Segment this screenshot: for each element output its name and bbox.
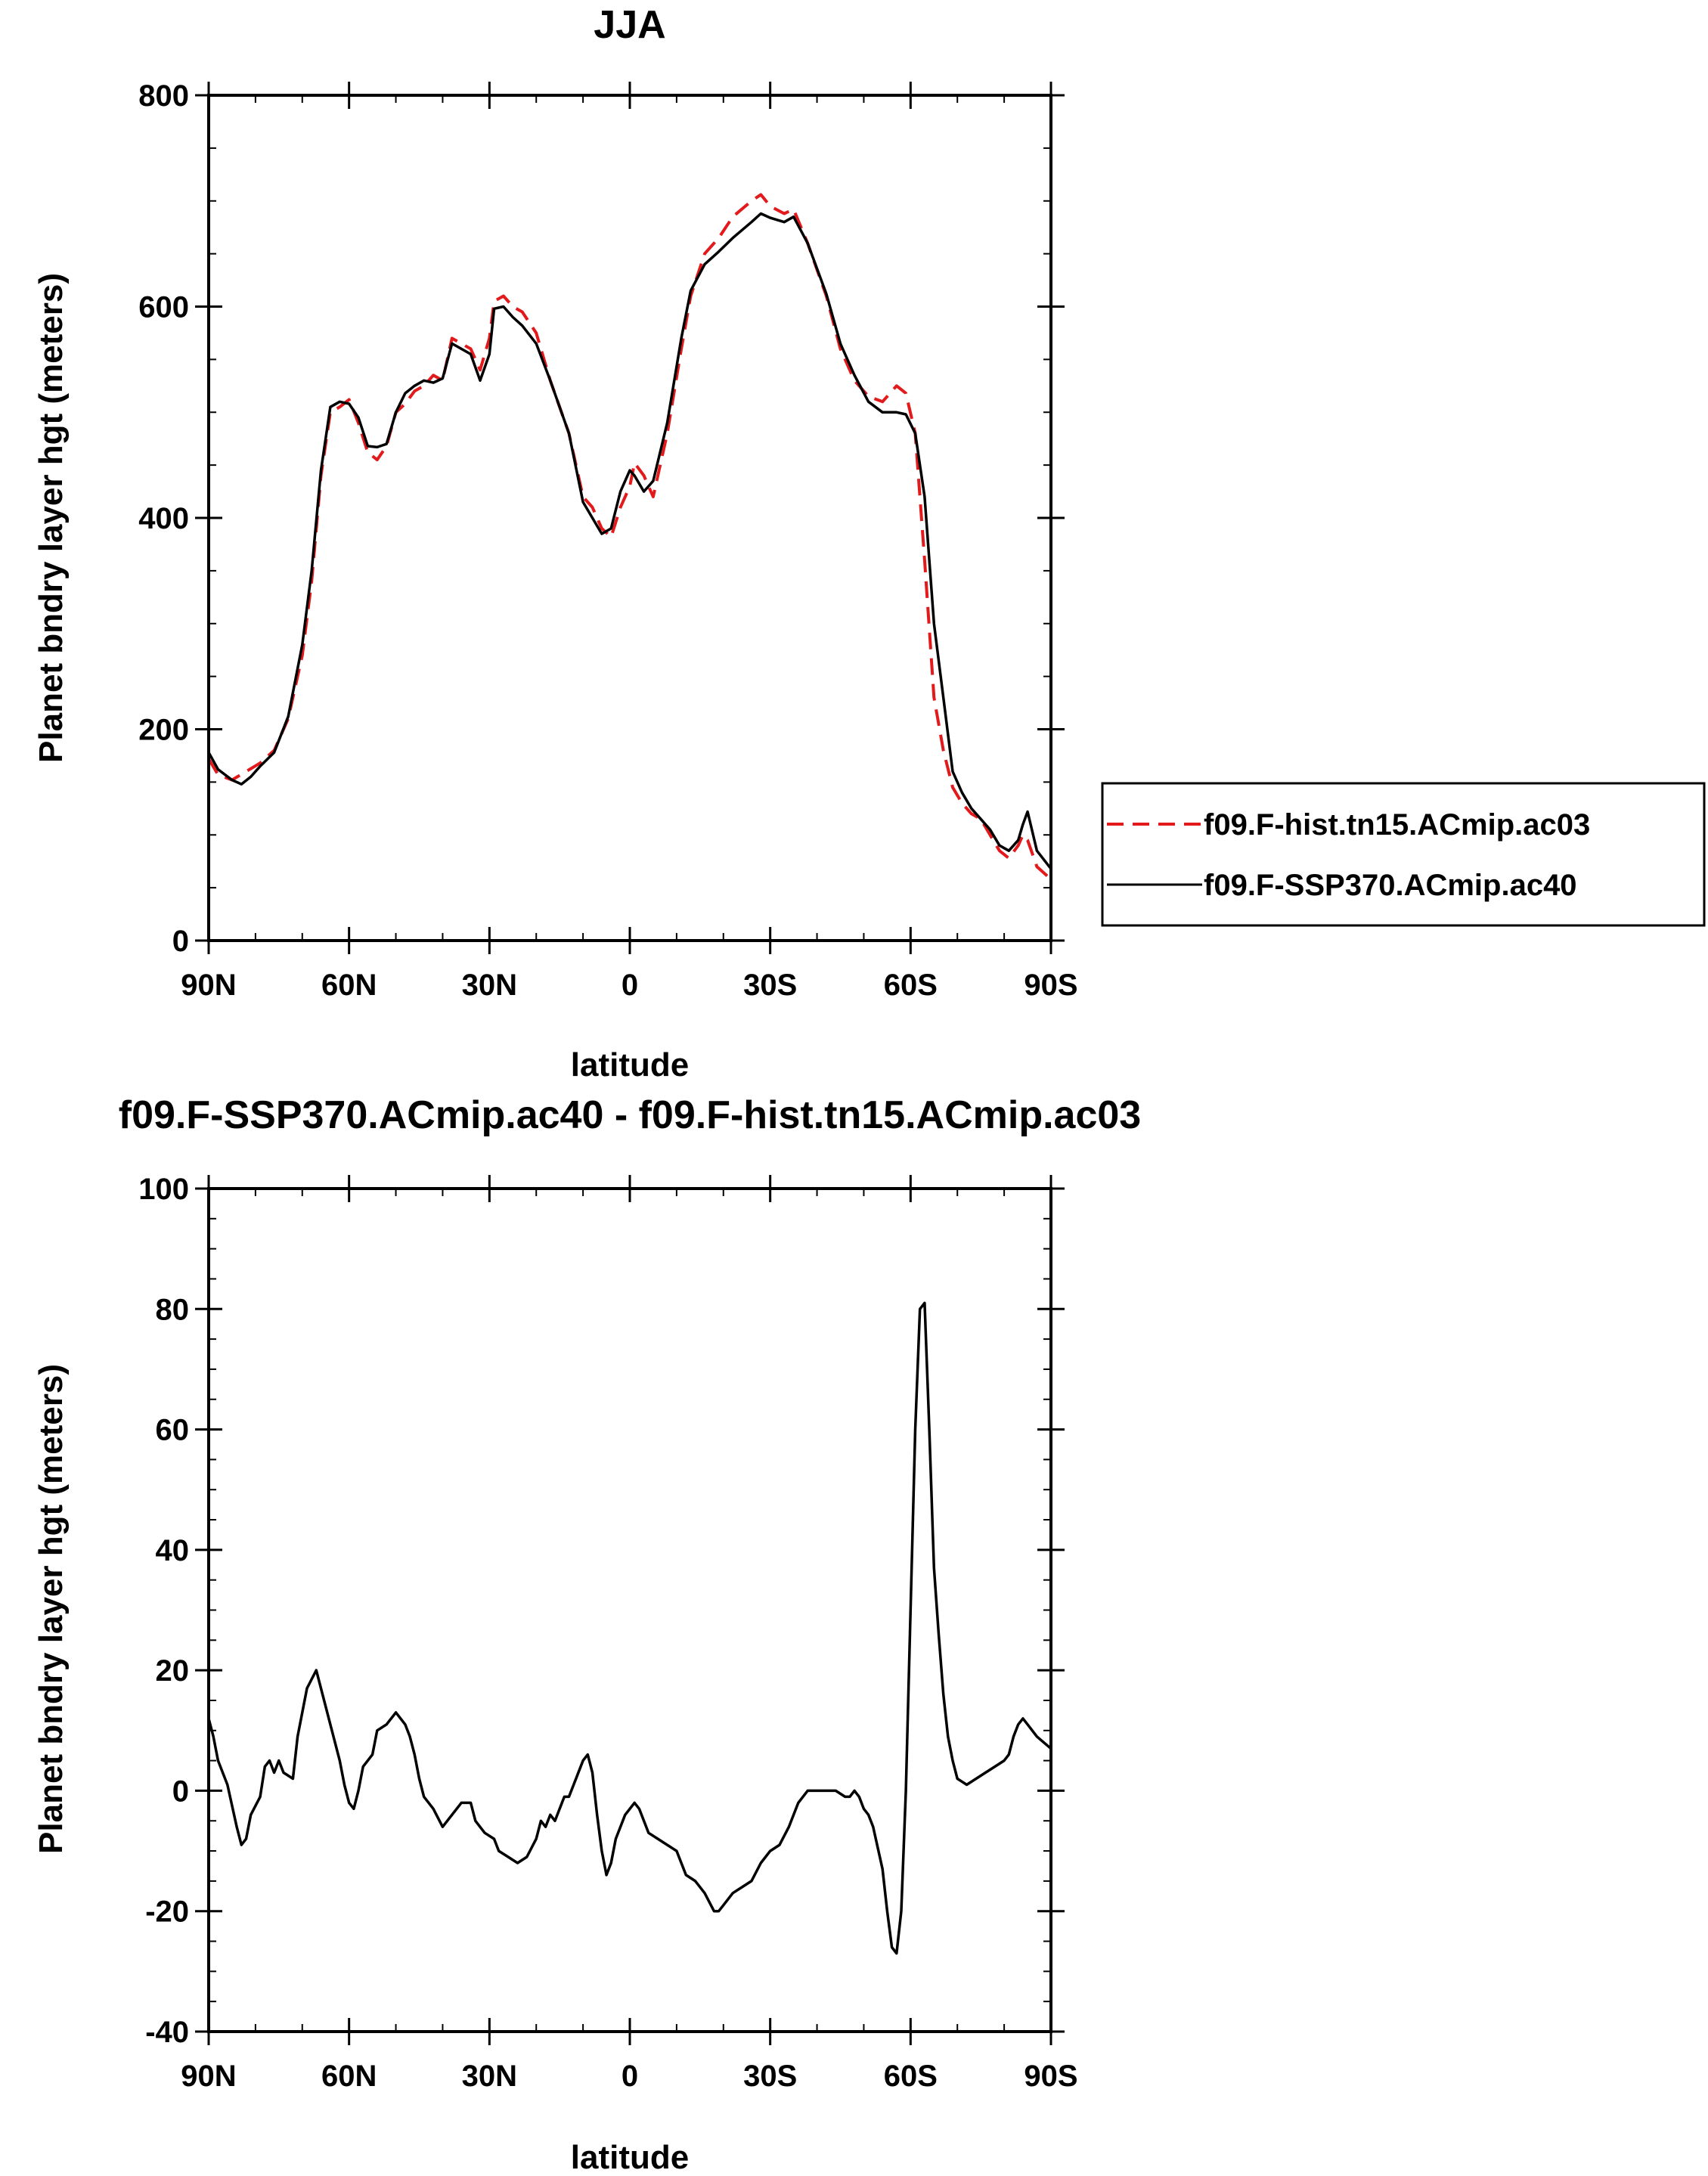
x-axis-label: latitude xyxy=(571,2139,689,2176)
y-tick-label: 0 xyxy=(172,925,189,958)
x-tick-label: 60S xyxy=(884,969,938,1002)
x-tick-label: 30N xyxy=(462,2060,517,2093)
y-tick-label: -20 xyxy=(145,1895,189,1929)
x-tick-label: 60N xyxy=(321,2060,377,2093)
y-tick-label: 60 xyxy=(156,1414,190,1447)
x-axis-label: latitude xyxy=(571,1046,689,1083)
x-tick-label: 0 xyxy=(622,2060,638,2093)
y-tick-label: 600 xyxy=(138,291,189,324)
legend-label-hist: f09.F-hist.tn15.ACmip.ac03 xyxy=(1204,808,1590,842)
series-line-difference xyxy=(207,1301,1052,1955)
y-tick-label: 80 xyxy=(156,1293,190,1326)
legend-box xyxy=(1101,782,1706,927)
x-tick-label: 90N xyxy=(181,969,236,1002)
x-tick-label: 30S xyxy=(743,2060,797,2093)
y-axis-label: Planet bndry layer hgt (meters) xyxy=(33,1364,70,1854)
y-tick-label: 100 xyxy=(138,1173,189,1206)
x-tick-label: 60N xyxy=(321,969,377,1002)
x-tick-label: 30S xyxy=(743,969,797,1002)
legend: f09.F-hist.tn15.ACmip.ac03 f09.F-SSP370.… xyxy=(1101,782,1706,927)
y-tick-label: 40 xyxy=(156,1534,190,1567)
y-tick-label: 800 xyxy=(138,79,189,113)
y-axis-label: Planet bndry layer hgt (meters) xyxy=(33,273,70,763)
y-tick-label: 0 xyxy=(172,1775,189,1808)
panel-bottom: f09.F-SSP370.ACmip.ac40 - f09.F-hist.tn1… xyxy=(33,1093,1141,2176)
series-line-ssp xyxy=(207,212,1052,870)
legend-label-ssp: f09.F-SSP370.ACmip.ac40 xyxy=(1204,869,1577,902)
x-tick-label: 0 xyxy=(622,969,638,1002)
x-tick-label: 30N xyxy=(462,969,517,1002)
y-tick-label: 200 xyxy=(138,714,189,747)
chart-title: JJA xyxy=(594,3,665,47)
chart-title: f09.F-SSP370.ACmip.ac40 - f09.F-hist.tn1… xyxy=(119,1093,1141,1137)
series-line-hist xyxy=(207,193,1052,881)
plot-frame xyxy=(207,94,1052,942)
x-tick-label: 90N xyxy=(181,2060,236,2093)
x-tick-label: 60S xyxy=(884,2060,938,2093)
x-tick-label: 90S xyxy=(1024,2060,1077,2093)
y-tick-label: -40 xyxy=(145,2016,189,2049)
y-tick-label: 400 xyxy=(138,502,189,535)
x-tick-label: 90S xyxy=(1024,969,1077,1002)
panel-top: JJA Planet bndry layer hgt (meters) lati… xyxy=(33,3,1706,1083)
y-tick-label: 20 xyxy=(156,1654,190,1688)
